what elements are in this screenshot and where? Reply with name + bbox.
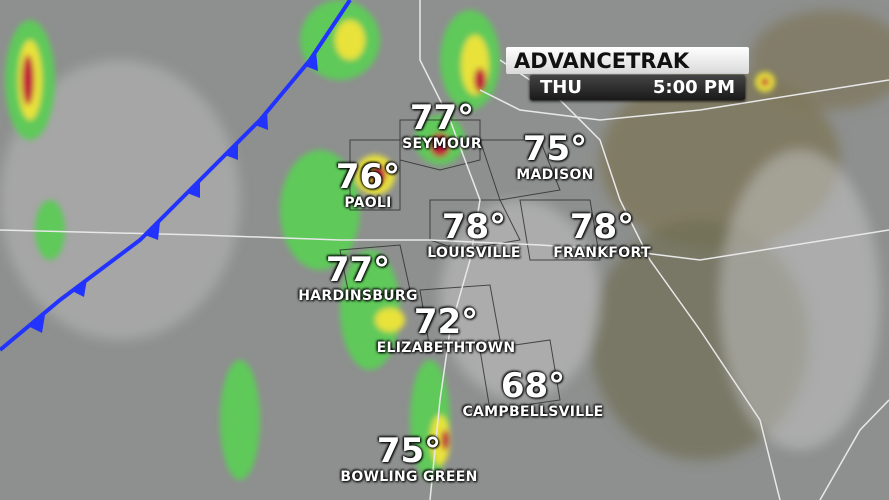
banner-day: THU	[540, 77, 582, 98]
terrain	[0, 10, 889, 460]
county-borders	[339, 119, 601, 411]
city-name: PAOLI	[344, 195, 392, 211]
city-elizabethtown: 72° ELIZABETHTOWN	[377, 304, 516, 356]
city-hardinsburg: 77° HARDINSBURG	[298, 252, 418, 304]
city-louisville: 78° LOUISVILLE	[427, 209, 520, 261]
temperature: 77°	[409, 98, 475, 138]
temperature: 75°	[376, 431, 442, 471]
city-paoli: 76° PAOLI	[336, 159, 400, 211]
temperature: 77°	[325, 250, 391, 290]
city-name: LOUISVILLE	[427, 245, 521, 261]
temperature: 72°	[413, 302, 479, 342]
city-name: SEYMOUR	[402, 136, 482, 152]
cold-front	[0, 0, 352, 352]
temperature: 78°	[569, 207, 635, 247]
temperature: 75°	[522, 129, 588, 169]
city-bowling-green: 75° BOWLING GREEN	[340, 433, 477, 485]
banner-title: ADVANCETRAK	[506, 47, 749, 74]
banner-clock: 5:00 PM	[652, 77, 735, 98]
city-name: BOWLING GREEN	[340, 469, 478, 485]
city-seymour: 77° SEYMOUR	[402, 100, 482, 152]
advancetrak-banner: ADVANCETRAK THU 5:00 PM	[506, 47, 749, 100]
city-name: CAMPBELLSVILLE	[462, 404, 604, 420]
city-name: MADISON	[516, 167, 594, 183]
city-campbellsville: 68° CAMPBELLSVILLE	[462, 368, 603, 420]
city-name: ELIZABETHTOWN	[376, 340, 516, 356]
city-name: HARDINSBURG	[298, 288, 418, 304]
city-name: FRANKFORT	[553, 245, 651, 261]
banner-time: THU 5:00 PM	[530, 75, 745, 100]
city-frankfort: 78° FRANKFORT	[553, 209, 651, 261]
temperature: 68°	[500, 366, 566, 406]
temperature: 76°	[335, 157, 401, 197]
temperature: 78°	[441, 207, 507, 247]
city-madison: 75° MADISON	[516, 131, 593, 183]
radar-echoes	[5, 0, 775, 480]
